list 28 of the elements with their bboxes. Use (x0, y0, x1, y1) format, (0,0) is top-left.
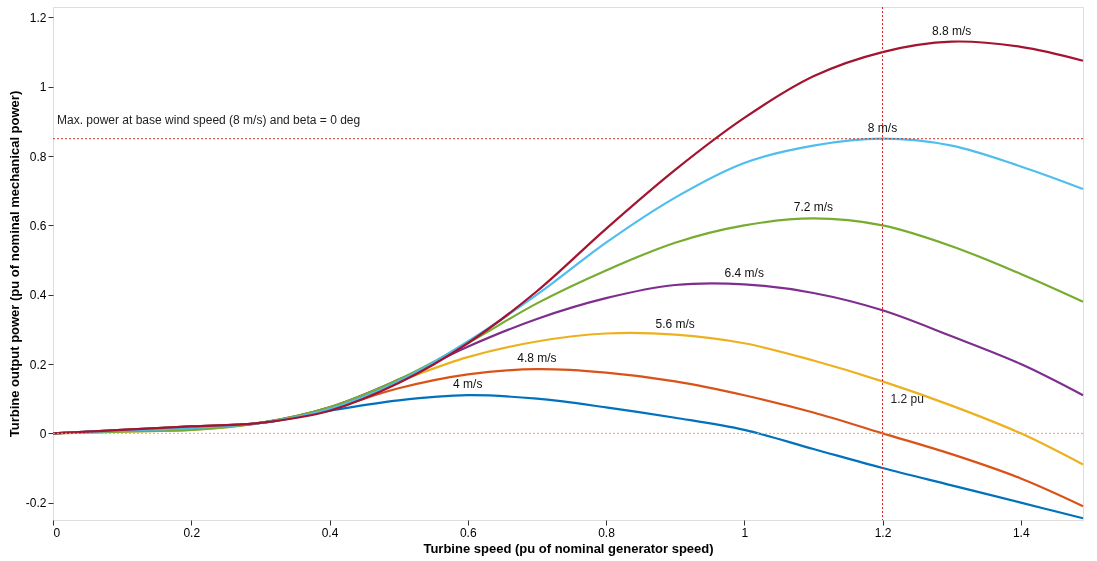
y-tick-label: 0.2 (29, 357, 47, 372)
x-tick-label: 0.2 (183, 525, 201, 540)
y-axis-title: Turbine output power (pu of nominal mechanical power) (6, 90, 22, 438)
annotation: 4.8 m/s (517, 351, 557, 366)
y-tick-label: 0 (39, 426, 47, 441)
annotation: 5.6 m/s (655, 316, 695, 331)
x-tick-label: 0 (53, 525, 61, 540)
annotation: 8.8 m/s (931, 23, 972, 38)
x-tick-label: 0.8 (598, 525, 616, 540)
x-tick-label: 1.4 (1012, 525, 1030, 540)
y-tick-label: 0.8 (29, 149, 47, 164)
x-tick-label: 1 (741, 525, 749, 540)
y-tick-label: 0.6 (29, 218, 47, 233)
y-tick-label: 0.4 (29, 288, 47, 303)
annotation: 4 m/s (453, 377, 483, 392)
annotation: Max. power at base wind speed (8 m/s) and beta = 0 deg (57, 113, 361, 127)
annotation: 7.2 m/s (793, 200, 834, 215)
x-tick-label: 0.4 (321, 525, 339, 540)
y-tick-label: -0.2 (25, 496, 47, 511)
annotation: 8 m/s (867, 120, 898, 135)
annotation: 6.4 m/s (724, 266, 764, 281)
ref-line-label: 1.2 pu (890, 392, 924, 406)
y-tick-label: 1 (39, 80, 47, 95)
line-series (51, 40, 1085, 435)
x-axis-title: Turbine speed (pu of nominal generator speed) (423, 540, 714, 556)
y-tick-label: 1.2 (29, 10, 47, 25)
x-tick-label: 0.6 (459, 525, 477, 540)
x-tick-label: 1.2 (874, 525, 892, 540)
